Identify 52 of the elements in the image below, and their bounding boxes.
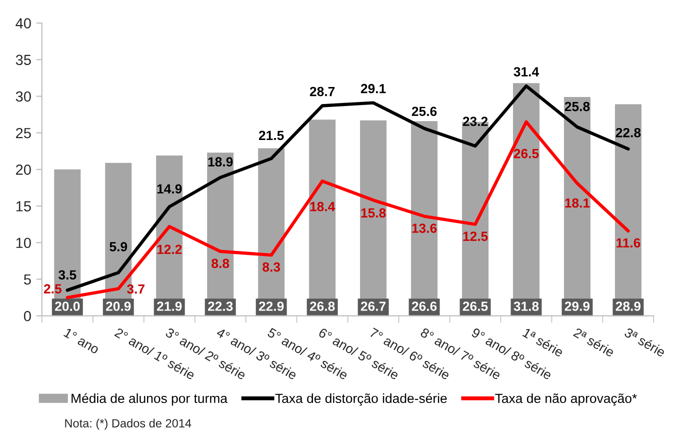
data-label: 21.5 [258,130,284,140]
data-label: 18.4 [310,202,336,212]
y-tick-label: 35 [16,54,31,66]
data-label: 28.9 [616,302,641,311]
data-label: 12.5 [463,232,488,241]
y-tick-label: 40 [16,18,31,28]
data-label: 25.8 [564,102,590,112]
data-label: 15.8 [361,208,386,218]
data-label: 11.6 [616,238,640,248]
data-label: 5.9 [110,242,128,252]
data-label: 18.9 [208,157,233,167]
data-label: 21.9 [156,302,182,311]
legend-label: Taxa de não aprovação* [495,393,637,406]
data-label: 22.9 [258,302,284,311]
data-label: 26.5 [462,302,488,311]
data-label: 3.5 [58,270,76,280]
y-tick-label: 20 [16,164,31,175]
y-tick-label: 0 [24,310,31,322]
x-tick-label: 2ª série [572,327,616,358]
y-tick-label: 5 [24,274,31,285]
data-label: 31.4 [514,67,540,76]
data-label: 29.9 [564,302,590,311]
data-label: 31.8 [514,302,539,311]
legend-label: Taxa de distorção idade-série [275,393,447,406]
data-label: 22.8 [616,128,641,138]
y-tick-label: 30 [16,91,31,102]
data-label: 23.2 [462,116,488,126]
y-tick-label: 25 [16,128,31,138]
data-label: 20.9 [106,302,131,311]
data-label: 3.7 [127,284,144,294]
data-label: 2.5 [44,284,62,294]
data-label: 13.6 [412,224,437,233]
data-label: 20.0 [55,302,80,311]
data-label: 26.6 [412,302,437,311]
data-label: 8.3 [262,262,280,272]
y-tick-label: 10 [16,238,31,248]
x-tick-label: 1° ano [63,328,100,354]
data-label: 26.7 [360,302,386,311]
data-label: 18.1 [565,198,590,208]
data-label: 22.3 [208,302,233,311]
data-label: 28.7 [310,86,335,96]
data-label: 14.9 [157,184,182,194]
data-label: 12.2 [157,244,182,254]
data-label: 26.8 [310,302,335,311]
data-label: 25.6 [412,106,437,116]
legend-label: Média de alunos por turma [72,393,228,406]
data-label: 26.5 [514,148,539,158]
x-tick-label: 3ª série [624,327,666,358]
data-label: 29.1 [360,84,386,94]
text: Nota: (*) Dados de 2014 [65,418,192,430]
y-tick-label: 15 [16,201,31,212]
data-label: 8.8 [212,258,230,268]
